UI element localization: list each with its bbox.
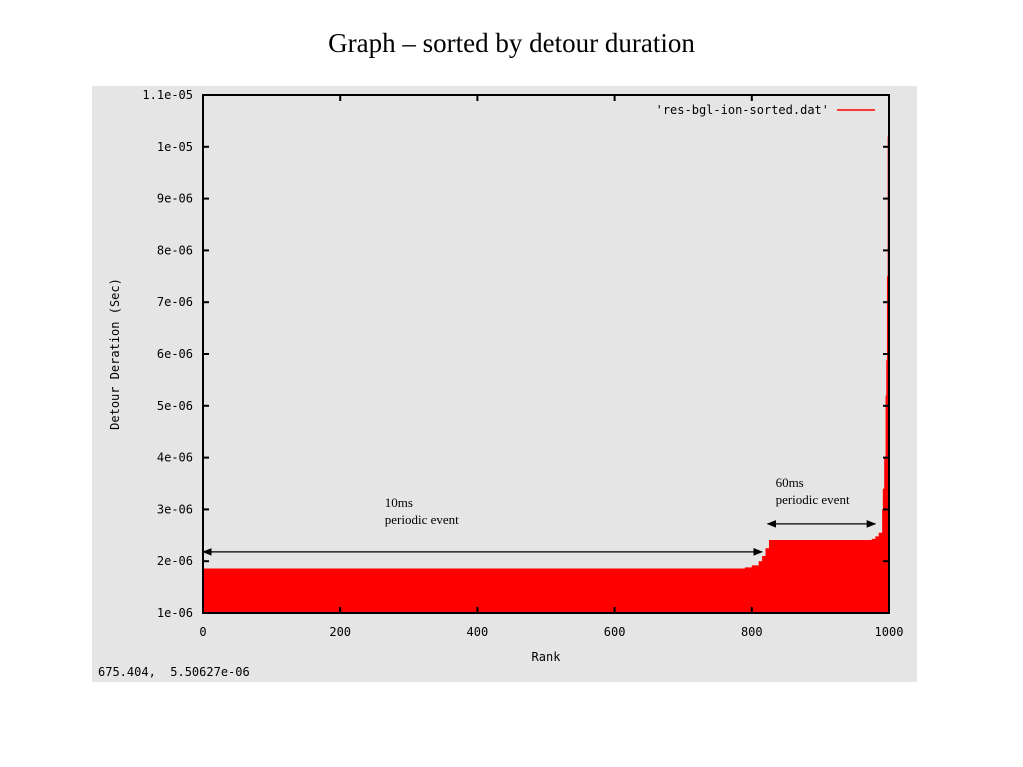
y-tick-label: 1e-06	[157, 606, 193, 620]
annotation-label-line2: periodic event	[385, 512, 459, 527]
annotation-label-line2: periodic event	[776, 492, 850, 507]
legend-entry-label: 'res-bgl-ion-sorted.dat'	[656, 103, 829, 117]
y-tick-label: 1.1e-05	[142, 88, 193, 102]
plot-window: 0 200 400 600 800 1000 1e-06 2e-06 3e-06 4e-06 5e-…	[92, 86, 917, 682]
x-tick-label: 0	[199, 625, 206, 639]
y-axis-label: Detour Deration (Sec)	[108, 278, 122, 430]
x-tick-label: 800	[741, 625, 763, 639]
y-tick-label: 7e-06	[157, 295, 193, 309]
x-tick-label: 400	[467, 625, 489, 639]
x-tick-label: 200	[329, 625, 351, 639]
cursor-coordinate-readout: 675.404, 5.50627e-06	[98, 665, 250, 679]
annotation-label-line1: 10ms	[385, 495, 413, 510]
y-tick-label: 2e-06	[157, 554, 193, 568]
annotation-label-line1: 60ms	[776, 475, 804, 490]
y-tick-label: 1e-05	[157, 140, 193, 154]
slide-title: Graph – sorted by detour duration	[328, 28, 695, 58]
plot-frame	[202, 94, 890, 614]
y-tick-label: 4e-06	[157, 451, 193, 465]
detour-chart: 0 200 400 600 800 1000 1e-06 2e-06 3e-06 4e-06 5e-…	[108, 88, 904, 664]
y-tick-label: 6e-06	[157, 347, 193, 361]
y-tick-label: 8e-06	[157, 243, 193, 257]
y-tick-label: 5e-06	[157, 399, 193, 413]
y-tick-label: 9e-06	[157, 192, 193, 206]
x-tick-label: 600	[604, 625, 626, 639]
x-axis-label: Rank	[532, 650, 562, 664]
x-tick-label: 1000	[875, 625, 904, 639]
series-area-0	[203, 136, 889, 613]
y-tick-label: 3e-06	[157, 502, 193, 516]
